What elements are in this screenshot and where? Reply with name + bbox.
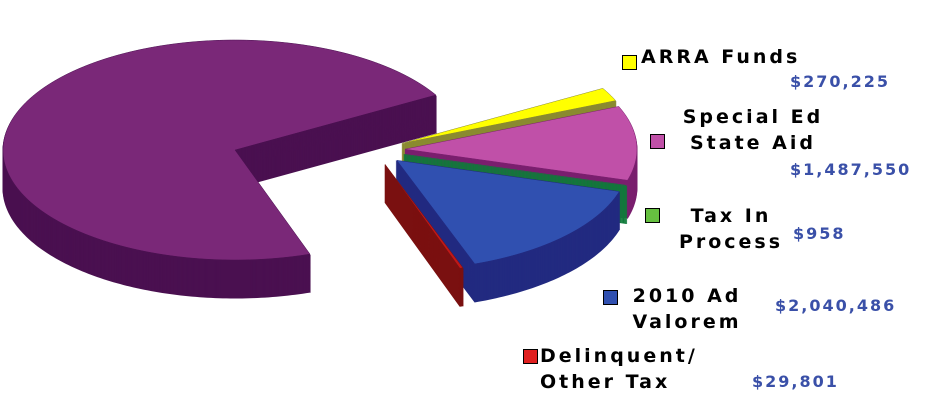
data-label: $270,225 — [790, 72, 891, 91]
data-label: $29,801 — [752, 372, 839, 391]
legend-swatch — [523, 349, 538, 364]
slice-top — [401, 88, 617, 144]
data-label: $1,487,550 — [790, 160, 912, 179]
legend-swatch — [645, 208, 660, 223]
legend-label: Special Ed State Aid — [682, 106, 824, 154]
slice-top — [404, 106, 638, 181]
legend-label: 2010 Ad Valorem — [632, 285, 742, 333]
slice-side-layer — [403, 159, 628, 192]
slice-top — [384, 164, 464, 269]
slice-side-layer — [403, 155, 628, 188]
slice-top — [2, 39, 437, 261]
slice-top — [403, 153, 627, 186]
legend-label: ARRA Funds — [641, 46, 801, 68]
legend-label: Delinquent/ Other Tax — [540, 345, 698, 393]
slice-side-layer — [403, 156, 628, 189]
slice-side-layer — [403, 154, 628, 187]
data-label: $2,040,486 — [775, 296, 897, 315]
slice-top — [396, 159, 620, 265]
data-label: $958 — [793, 224, 846, 243]
slice-side-layer — [403, 158, 628, 191]
slice-side-layer — [403, 157, 628, 190]
legend-swatch — [622, 55, 637, 70]
legend-label: Tax In Process — [678, 205, 784, 253]
legend-swatch — [603, 290, 618, 305]
legend-swatch — [650, 134, 665, 149]
